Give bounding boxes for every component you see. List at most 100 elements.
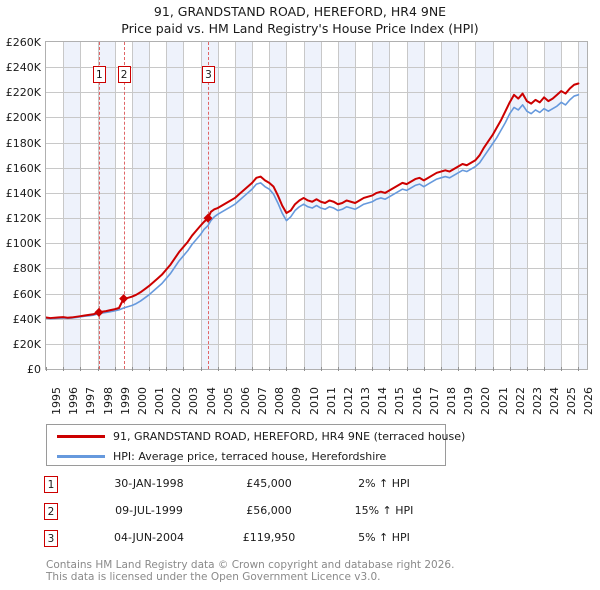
x-axis-tick-label: 2023 [530, 387, 544, 415]
y-axis-tick-label: £180K [5, 136, 41, 150]
x-axis: 1995 1996 1997 1998 1999 2000 2001 2002 2003 2004… [0, 367, 600, 417]
event-marker-3[interactable]: 3 [201, 66, 215, 83]
legend-item: HPI: Average price, terraced house, Here… [47, 446, 445, 467]
table-row[interactable]: 2 09-JUL-1999 £56,000 15% ↑ HPI [44, 501, 464, 528]
x-axis-tick-label: 2008 [273, 387, 287, 415]
gridline-vertical [98, 42, 99, 369]
year-band [131, 42, 150, 369]
x-axis-tick-mark [303, 367, 305, 371]
x-axis-tick-label: 2024 [548, 387, 562, 415]
gridline-vertical [286, 42, 287, 369]
year-band [372, 42, 390, 369]
gridline-vertical [458, 42, 459, 369]
x-axis-tick-mark [252, 367, 254, 371]
x-axis-tick-label: 2009 [290, 387, 304, 415]
x-axis-tick-mark [149, 367, 151, 371]
year-band [200, 42, 218, 369]
event-line-2 [124, 42, 125, 369]
gridline-vertical [355, 42, 356, 369]
transaction-hpi-delta: 5% ↑ HPI [358, 531, 410, 544]
gridline-horizontal [46, 218, 587, 219]
gridline-horizontal [46, 117, 587, 118]
event-marker-2[interactable]: 2 [117, 66, 131, 83]
year-band [269, 42, 287, 369]
x-axis-tick-mark [492, 367, 494, 371]
gridline-vertical [372, 42, 373, 369]
x-axis-tick-label: 2019 [462, 387, 476, 415]
x-axis-tick-mark [217, 367, 219, 371]
y-axis-tick-label: £80K [12, 262, 41, 276]
gridline-horizontal [46, 92, 587, 93]
x-axis-tick-label: 2007 [256, 387, 270, 415]
x-axis-tick-label: 2011 [324, 387, 338, 415]
y-axis-tick-label: £100K [5, 237, 41, 251]
transaction-point-1[interactable] [94, 307, 104, 317]
x-axis-tick-mark [286, 367, 288, 371]
transaction-index-badge: 3 [44, 530, 58, 547]
x-axis-tick-label: 2003 [187, 387, 201, 415]
x-axis-tick-label: 1997 [84, 387, 98, 415]
footer-attribution: Contains HM Land Registry data © Crown c… [46, 559, 566, 583]
table-row[interactable]: 3 04-JUN-2004 £119,950 5% ↑ HPI [44, 528, 464, 555]
gridline-horizontal [46, 168, 587, 169]
gridline-horizontal [46, 243, 587, 244]
gridline-vertical [183, 42, 184, 369]
y-axis-tick-label: £260K [5, 36, 41, 49]
gridline-vertical [321, 42, 322, 369]
gridline-vertical [80, 42, 81, 369]
y-axis-tick-label: £0 [27, 363, 41, 376]
year-band [337, 42, 356, 369]
transaction-point-2[interactable] [119, 294, 129, 304]
transaction-index-badge: 1 [44, 476, 58, 493]
legend-item: 91, GRANDSTAND ROAD, HEREFORD, HR4 9NE (… [47, 426, 465, 447]
transaction-point-3[interactable] [203, 213, 213, 223]
x-axis-tick-mark [183, 367, 185, 371]
transaction-hpi-delta: 2% ↑ HPI [358, 477, 410, 490]
x-axis-tick-mark [269, 367, 271, 371]
x-axis-tick-mark [406, 367, 408, 371]
gridline-vertical [252, 42, 253, 369]
table-row[interactable]: 1 30-JAN-1998 £45,000 2% ↑ HPI [44, 474, 464, 501]
x-axis-tick-label: 2006 [238, 387, 252, 415]
gridline-horizontal [46, 268, 587, 269]
x-axis-tick-label: 1998 [101, 387, 115, 415]
gridline-horizontal [46, 319, 587, 320]
x-axis-tick-label: 2021 [496, 387, 510, 415]
gridline-vertical [63, 42, 64, 369]
x-axis-tick-mark [544, 367, 546, 371]
x-axis-tick-label: 2022 [513, 387, 527, 415]
legend-color-swatch [57, 455, 105, 458]
gridline-vertical [561, 42, 562, 369]
footer-line-1: Contains HM Land Registry data © Crown c… [46, 559, 455, 571]
transaction-date: 04-JUN-2004 [113, 531, 185, 544]
event-marker-1[interactable]: 1 [92, 66, 106, 83]
transaction-date: 30-JAN-1998 [114, 477, 184, 490]
series-price-paid [46, 82, 580, 320]
x-axis-tick-label: 2010 [307, 387, 321, 415]
gridline-vertical [166, 42, 167, 369]
y-axis-tick-label: £120K [5, 212, 41, 226]
page-title: 91, GRANDSTAND ROAD, HEREFORD, HR4 9NE P… [0, 3, 600, 37]
x-axis-tick-label: 2012 [341, 387, 355, 415]
gridline-horizontal [46, 294, 587, 295]
year-band [509, 42, 527, 369]
x-axis-tick-label: 2002 [170, 387, 184, 415]
x-axis-tick-mark [372, 367, 374, 371]
gridline-vertical [578, 42, 579, 369]
event-line-3 [208, 42, 209, 369]
transaction-date: 09-JUL-1999 [115, 504, 183, 517]
x-axis-tick-mark [131, 367, 133, 371]
x-axis-tick-label: 1996 [67, 387, 81, 415]
x-axis-tick-mark [320, 367, 322, 371]
chart-legend: 91, GRANDSTAND ROAD, HEREFORD, HR4 9NE (… [46, 424, 465, 467]
year-band [166, 42, 184, 369]
year-band [544, 42, 562, 369]
x-axis-tick-label: 2018 [445, 387, 459, 415]
x-axis-tick-mark [337, 367, 339, 371]
gridline-vertical [424, 42, 425, 369]
x-axis-tick-mark [389, 367, 391, 371]
x-axis-tick-label: 2017 [427, 387, 441, 415]
transaction-price: £119,950 [242, 531, 296, 544]
x-axis-tick-label: 2004 [204, 387, 218, 415]
legend-label: 91, GRANDSTAND ROAD, HEREFORD, HR4 9NE (… [113, 430, 466, 443]
